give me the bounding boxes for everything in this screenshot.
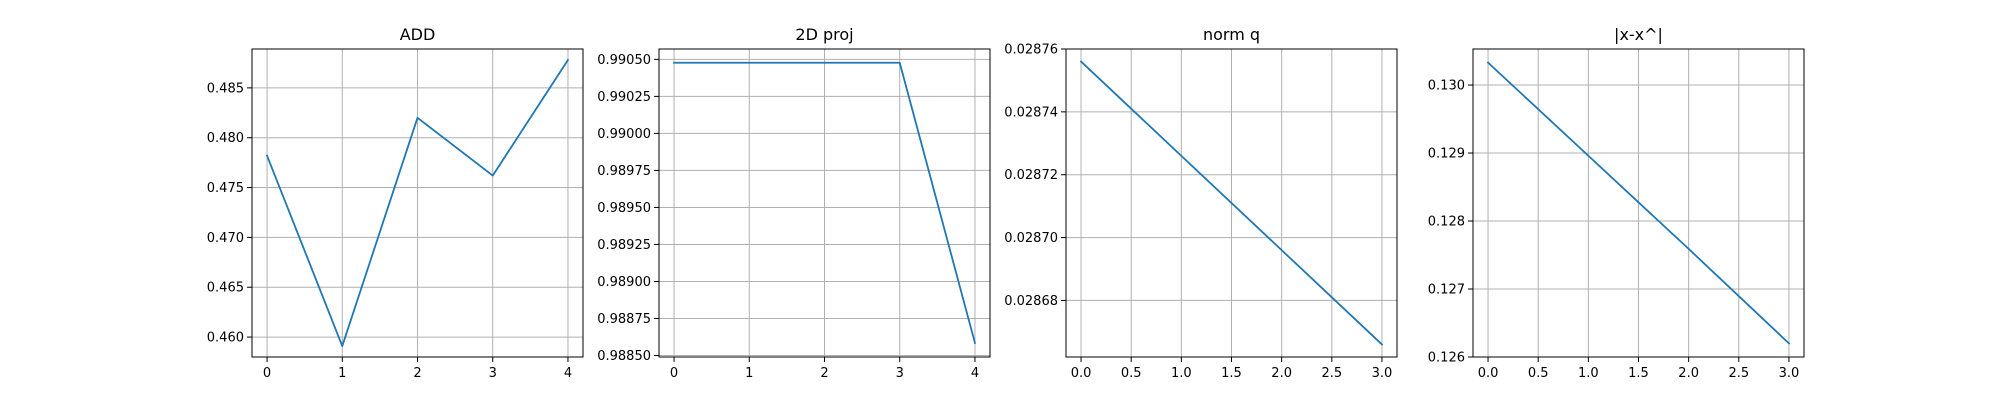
series-line [673,61,977,345]
y-tick-label: 0.475 [207,181,244,196]
x-tick-label: 0 [670,366,678,381]
x-tick-label: 1 [338,366,346,381]
y-tick-label: 0.02868 [1004,294,1058,309]
series-line [1486,61,1791,345]
y-tick-label: 0.98850 [597,349,651,364]
subplot-title: 2D proj [795,25,853,44]
x-tick-label: 3.0 [1372,366,1393,381]
y-tick-label: 0.98900 [597,275,651,290]
x-tick-label: 0.5 [1121,366,1142,381]
y-tick-label: 0.465 [207,281,244,296]
y-tick-label: 0.98975 [597,164,651,179]
y-tick-label: 0.485 [207,81,244,96]
y-tick-label: 0.02874 [1004,105,1058,120]
x-tick-label: 2.5 [1728,366,1749,381]
y-tick-label: 0.99025 [597,90,651,105]
y-tick-label: 0.460 [207,331,244,346]
y-tick-label: 0.129 [1428,147,1465,162]
y-tick-label: 0.98875 [597,312,651,327]
y-tick-label: 0.02876 [1004,43,1058,58]
subplot-2d-proj: 2D proj 0 1 2 3 4 0.98850 0.98875 0.98900 0.9892… [597,25,991,381]
subplot-add: ADD 0 1 2 3 4 0.460 0.465 0.470 0.475 0.480 0.485 [207,25,584,381]
y-tick-label: 0.470 [207,231,244,246]
y-tick-label: 0.99050 [597,53,651,68]
x-tick-label: 1.0 [1171,366,1192,381]
grid [659,49,990,357]
series-line [265,58,570,347]
y-tick-label: 0.98950 [597,201,651,216]
x-tick-label: 0 [263,366,271,381]
x-tick-label: 2 [413,366,421,381]
y-tick-label: 0.99000 [597,127,651,142]
y-tick-label: 0.126 [1428,351,1465,366]
y-tick-label: 0.02870 [1004,231,1058,246]
x-tick-label: 2.0 [1271,366,1292,381]
x-tick-label: 2.0 [1678,366,1699,381]
x-tick-label: 2.5 [1321,366,1342,381]
grid [252,49,583,357]
y-tick-label: 0.128 [1428,215,1465,230]
y-tick-label: 0.98925 [597,238,651,253]
y-tick-label: 0.02872 [1004,168,1058,183]
subplot-title: ADD [400,25,436,44]
subplot-title: norm q [1203,25,1260,44]
subplot-x-error: |x-x^| 0.0 0.5 1.0 1.5 2.0 2.5 3.0 0.126 0.127 0.… [1428,25,1805,381]
y-tick-label: 0.127 [1428,283,1465,298]
series-line [1079,60,1384,346]
subplot-norm-q: norm q 0.0 0.5 1.0 1.5 2.0 2.5 3.0 0.02868 0.028… [1004,25,1398,381]
x-tick-label: 3 [896,366,904,381]
x-tick-label: 0.5 [1528,366,1549,381]
x-tick-label: 4 [971,366,979,381]
subplot-title: |x-x^| [1614,25,1663,44]
y-tick-label: 0.130 [1428,79,1465,94]
x-tick-label: 1.5 [1628,366,1649,381]
x-tick-label: 1 [745,366,753,381]
x-tick-label: 3 [489,366,497,381]
x-tick-label: 1.0 [1578,366,1599,381]
x-tick-label: 0.0 [1071,366,1092,381]
x-tick-label: 2 [820,366,828,381]
x-tick-label: 1.5 [1221,366,1242,381]
x-tick-label: 0.0 [1478,366,1499,381]
y-tick-label: 0.480 [207,131,244,146]
x-tick-label: 4 [564,366,572,381]
x-tick-label: 3.0 [1779,366,1800,381]
